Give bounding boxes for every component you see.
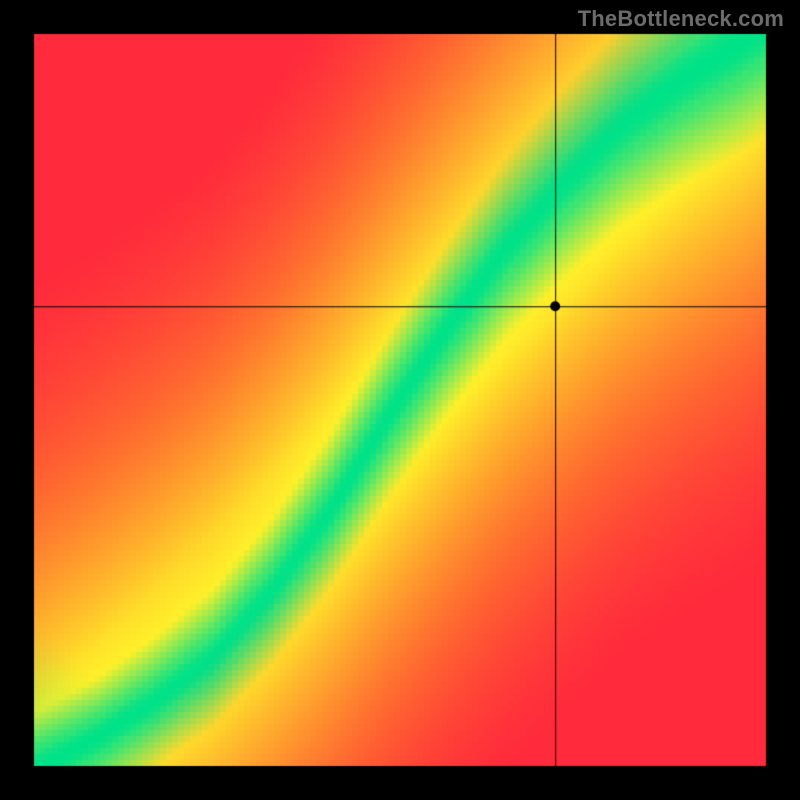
chart-container: { "watermark": { "text": "TheBottleneck.… <box>0 0 800 800</box>
bottleneck-heatmap <box>0 0 800 800</box>
watermark-text: TheBottleneck.com <box>578 6 784 32</box>
